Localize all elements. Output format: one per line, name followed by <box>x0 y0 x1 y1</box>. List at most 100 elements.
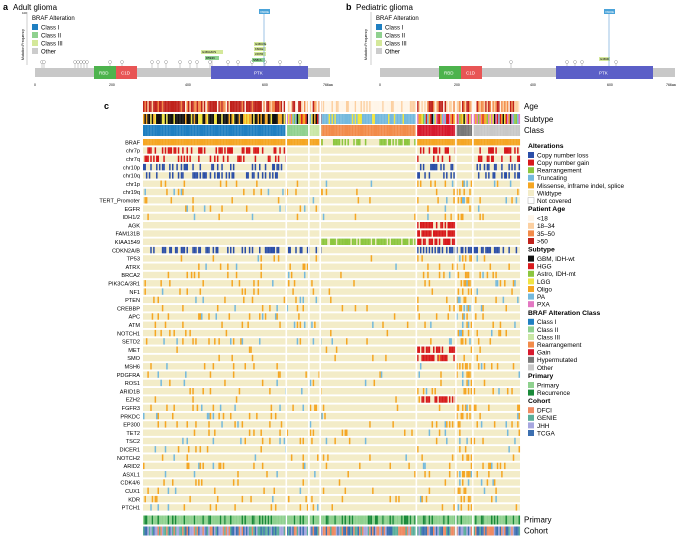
class-cell <box>393 125 396 136</box>
cohort-cell <box>198 526 200 536</box>
primary-cell <box>364 515 367 525</box>
primary-cell <box>414 515 416 525</box>
mutation-cell <box>422 238 425 245</box>
mutation-cell <box>453 354 455 362</box>
primary-cell <box>263 515 265 525</box>
mutation-cell <box>425 346 428 353</box>
row-background <box>143 230 520 237</box>
age-cell <box>459 101 461 112</box>
class-cell <box>259 125 261 136</box>
mutation-cell <box>495 147 497 154</box>
age-cell <box>324 101 326 112</box>
mutation-cell <box>370 255 373 262</box>
mutation-cell <box>279 371 281 378</box>
mutation-cell <box>448 238 451 245</box>
mutation-cell <box>253 363 255 370</box>
mutation-cell <box>369 421 371 428</box>
mutation-cell <box>466 404 468 411</box>
age-cell <box>230 101 232 112</box>
age-cell <box>317 101 319 112</box>
mutation-cell <box>163 338 165 345</box>
mutation-cell <box>435 222 438 229</box>
mutation-cell <box>483 163 486 171</box>
primary-cell <box>296 515 299 525</box>
mutation-cell <box>462 197 464 204</box>
mutation-cell <box>232 479 235 486</box>
mutation-cell <box>451 222 454 229</box>
class-cell <box>515 125 518 136</box>
mutation-cell <box>419 222 422 229</box>
mutation-cell <box>296 321 299 328</box>
cohort-cell <box>277 526 280 536</box>
mutation-cell <box>222 139 225 146</box>
subtype-cell <box>495 114 497 124</box>
class-cell <box>296 125 299 136</box>
row-background <box>143 246 520 254</box>
gene-label: chr7q <box>126 157 140 163</box>
mutation-cell <box>179 288 181 295</box>
cohort-cell <box>435 526 438 536</box>
primary-cell <box>434 515 436 525</box>
mutation-cell <box>518 404 521 411</box>
mutation-cell <box>273 139 275 146</box>
subtype-cell <box>186 114 188 124</box>
mutation-cell <box>256 147 258 154</box>
subtype-cell <box>463 114 465 124</box>
panel-b-letter: b <box>346 2 352 12</box>
age-cell <box>517 101 519 112</box>
mutation-cell <box>253 147 255 154</box>
cohort-cell <box>486 526 489 536</box>
mutation-cell <box>438 354 441 362</box>
class-cell <box>215 125 217 136</box>
mutation-cell <box>438 271 441 279</box>
legend-swatch <box>528 407 534 414</box>
age-cell <box>434 101 436 112</box>
mutation-cell <box>486 163 489 171</box>
mutation-cell <box>372 487 374 494</box>
subtype-cell <box>341 114 344 124</box>
mutation-cell <box>280 163 283 171</box>
mutation-cell <box>463 487 465 494</box>
mutation-cell <box>230 163 232 171</box>
mutation-cell <box>260 446 262 453</box>
primary-cell <box>470 515 473 525</box>
subtype-cell <box>247 114 249 124</box>
mutation-cell <box>147 139 149 146</box>
class-cell <box>299 125 302 136</box>
mutation-cell <box>201 147 203 154</box>
mutation-cell <box>261 305 264 312</box>
mutation-cell <box>199 147 202 154</box>
subtype-cell <box>421 114 423 124</box>
class-cell <box>177 125 180 136</box>
gene-label: KIAA1549 <box>115 240 140 246</box>
subtype-cell <box>476 114 478 124</box>
mutation-cell <box>464 487 467 494</box>
track-label: Age <box>524 102 539 111</box>
mutation-cell <box>309 404 312 411</box>
mutation-cell <box>276 305 278 312</box>
primary-cell <box>448 515 451 525</box>
cohort-cell <box>491 526 493 536</box>
mutation-cell <box>227 155 229 162</box>
class-cell <box>346 125 348 136</box>
mutation-cell <box>469 280 471 287</box>
mutation-cell <box>372 238 374 245</box>
mutation-cell <box>292 139 294 146</box>
subtype-cell <box>473 114 476 124</box>
mutation-cell <box>180 188 183 196</box>
mutation-cell <box>457 404 460 411</box>
class-cell <box>290 125 293 136</box>
subtype-cell <box>203 114 206 124</box>
mutation-cell <box>164 180 167 187</box>
mutation-cell <box>144 139 146 146</box>
gene-label: chr1p <box>126 182 140 188</box>
primary-cell <box>375 515 377 525</box>
mutation-cell <box>428 471 431 478</box>
primary-cell <box>479 515 481 525</box>
subtype-cell <box>408 114 410 124</box>
age-cell <box>437 101 439 112</box>
mutation-cell <box>448 222 451 229</box>
age-cell <box>354 101 357 112</box>
mutation-cell <box>164 471 167 478</box>
mutation-cell <box>438 429 441 436</box>
